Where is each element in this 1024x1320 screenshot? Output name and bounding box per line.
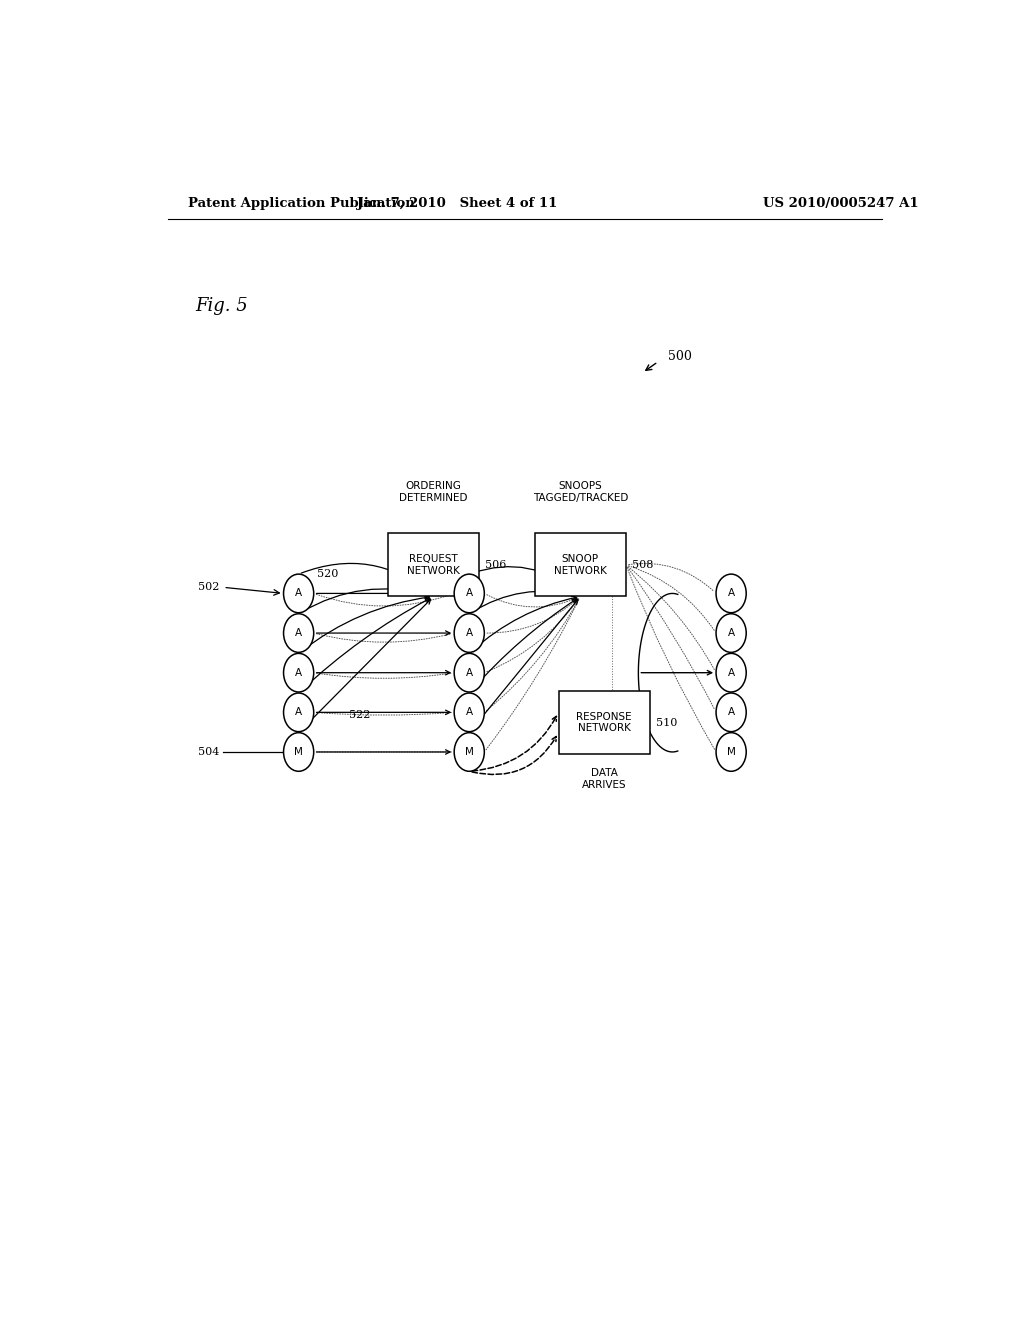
Circle shape [284,693,313,731]
FancyArrowPatch shape [301,598,430,692]
Text: REQUEST
NETWORK: REQUEST NETWORK [408,554,460,576]
Text: A: A [728,589,734,598]
Circle shape [716,733,746,771]
Circle shape [716,614,746,652]
Text: A: A [295,589,302,598]
Text: A: A [295,708,302,717]
Bar [388,533,479,597]
FancyArrowPatch shape [301,589,429,612]
Text: A: A [295,628,302,638]
FancyArrowPatch shape [472,591,577,612]
FancyArrowPatch shape [472,566,578,594]
Circle shape [455,653,484,692]
FancyArrowPatch shape [629,566,715,631]
Text: SNOOP
NETWORK: SNOOP NETWORK [554,554,607,576]
FancyArrowPatch shape [316,594,452,606]
FancyArrowPatch shape [486,599,579,672]
FancyArrowPatch shape [316,591,450,595]
Circle shape [455,574,484,612]
Text: A: A [466,708,473,717]
FancyArrowPatch shape [472,737,556,775]
Text: M: M [727,747,735,756]
Circle shape [284,574,313,612]
FancyArrowPatch shape [628,566,715,671]
Text: 520: 520 [316,569,338,579]
Text: DATA
ARRIVES: DATA ARRIVES [582,768,627,789]
FancyArrowPatch shape [301,599,431,731]
FancyArrowPatch shape [316,631,450,635]
FancyArrowPatch shape [316,713,452,715]
FancyArrowPatch shape [486,595,578,607]
Text: A: A [728,628,734,638]
FancyArrowPatch shape [627,568,715,750]
Circle shape [284,614,313,652]
Text: M: M [294,747,303,756]
Circle shape [716,693,746,731]
Text: 506: 506 [485,560,507,570]
Text: RESPONSE
NETWORK: RESPONSE NETWORK [577,711,632,734]
Text: M: M [465,747,474,756]
Circle shape [455,693,484,731]
FancyArrowPatch shape [471,597,577,652]
Text: 510: 510 [655,718,677,727]
FancyArrowPatch shape [316,671,450,675]
Text: Patent Application Publication: Patent Application Publication [187,197,415,210]
Circle shape [716,574,746,612]
Text: A: A [466,668,473,677]
Text: SNOOPS
TAGGED/TRACKED: SNOOPS TAGGED/TRACKED [532,480,628,503]
Text: US 2010/0005247 A1: US 2010/0005247 A1 [763,197,919,210]
Text: ORDERING
DETERMINED: ORDERING DETERMINED [399,480,468,503]
Circle shape [716,653,746,692]
Text: Jan. 7, 2010   Sheet 4 of 11: Jan. 7, 2010 Sheet 4 of 11 [357,197,557,210]
Bar [535,533,626,597]
FancyArrowPatch shape [472,717,556,771]
Bar [558,690,650,754]
Text: Fig. 5: Fig. 5 [196,297,248,314]
FancyArrowPatch shape [316,634,452,643]
Circle shape [455,614,484,652]
FancyArrowPatch shape [629,564,714,591]
FancyArrowPatch shape [641,671,712,675]
FancyArrowPatch shape [486,599,579,710]
FancyArrowPatch shape [486,599,580,750]
Text: A: A [728,708,734,717]
FancyArrowPatch shape [487,598,579,634]
Text: 522: 522 [348,710,370,721]
Circle shape [455,733,484,771]
Circle shape [284,733,313,771]
FancyArrowPatch shape [316,673,452,678]
FancyArrowPatch shape [316,750,450,754]
Text: A: A [466,589,473,598]
FancyArrowPatch shape [628,568,715,710]
FancyArrowPatch shape [471,599,578,730]
Text: A: A [295,668,302,677]
Text: A: A [728,668,734,677]
FancyArrowPatch shape [301,564,430,594]
Circle shape [284,653,313,692]
Text: 508: 508 [632,560,653,570]
Text: 504: 504 [198,747,219,756]
FancyArrowPatch shape [301,595,429,652]
FancyArrowPatch shape [471,599,577,690]
Text: 500: 500 [668,350,691,363]
Text: 502: 502 [198,582,219,593]
Text: A: A [466,628,473,638]
FancyArrowPatch shape [316,710,450,714]
